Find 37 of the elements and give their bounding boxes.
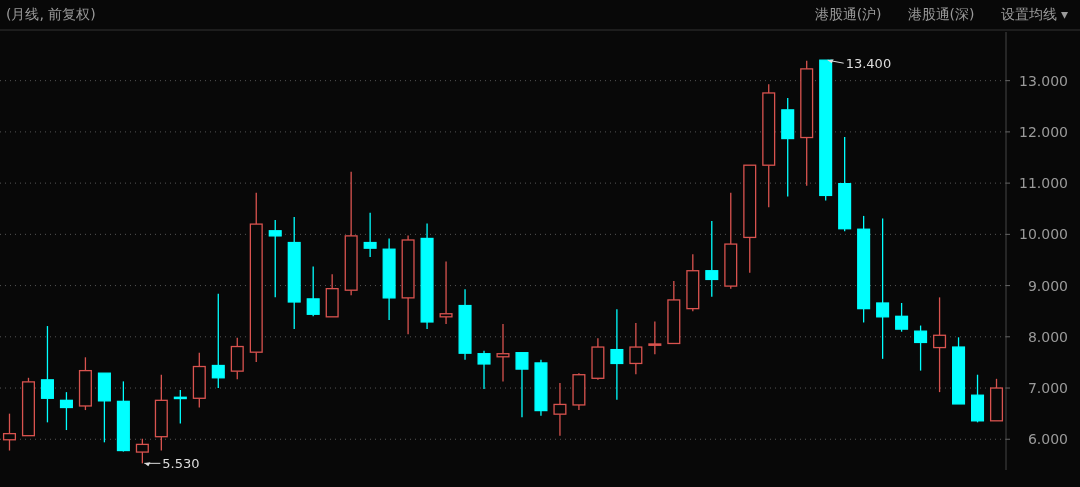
candlestick — [420, 222, 434, 330]
text: 港股通(沪) — [814, 6, 882, 22]
candlestick — [496, 323, 510, 383]
y-tick-label: 12.000 — [1019, 123, 1068, 140]
candlestick — [553, 382, 567, 437]
candlestick — [876, 217, 890, 360]
y-tick-label: 6.000 — [1027, 431, 1068, 448]
candlestick — [382, 237, 396, 321]
candlestick — [591, 337, 605, 381]
text: 设置均线 ▾ — [1000, 6, 1068, 22]
candlestick — [439, 260, 453, 325]
y-tick-label: 7.000 — [1027, 380, 1068, 397]
candlestick — [401, 234, 415, 335]
candlestick — [116, 380, 130, 452]
candlestick — [40, 325, 54, 424]
candlestick — [572, 372, 586, 411]
candlestick — [933, 296, 947, 393]
y-tick-label: 10.000 — [1019, 226, 1068, 243]
candlestick — [477, 349, 491, 390]
candlestick — [629, 322, 643, 375]
candlestick — [534, 359, 548, 417]
annotation: 13.400 — [845, 56, 892, 72]
y-tick-label: 9.000 — [1027, 277, 1068, 294]
candlestick — [515, 352, 529, 418]
chart-title: (月线, 前复权) — [6, 6, 96, 22]
annotation: 5.530 — [162, 456, 200, 472]
text: 港股通(深) — [907, 6, 975, 22]
candlestick — [667, 280, 681, 345]
candlestick — [610, 308, 624, 401]
y-tick-label: 11.000 — [1019, 175, 1068, 192]
candlestick — [743, 164, 757, 274]
candlestick — [363, 212, 377, 258]
candlestick — [458, 288, 472, 361]
candlestick — [97, 372, 111, 443]
y-tick-label: 13.000 — [1019, 72, 1068, 89]
y-tick-label: 8.000 — [1027, 328, 1068, 345]
candlestick — [287, 216, 301, 330]
